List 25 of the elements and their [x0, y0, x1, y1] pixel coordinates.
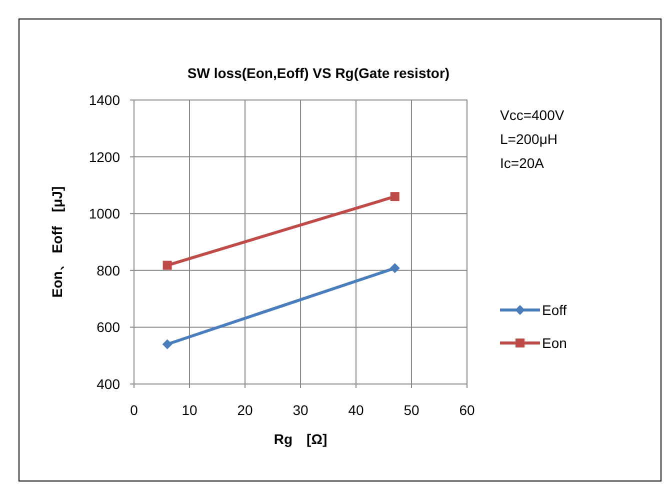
text: Vcc=400V [500, 107, 565, 123]
y-tick-label: 1200 [88, 148, 120, 165]
point [390, 192, 400, 202]
legend-label: Eoff [542, 302, 567, 318]
x-tick-label: 0 [130, 402, 138, 418]
y-tick-label: 1400 [88, 92, 120, 108]
x-tick-label: 60 [459, 402, 475, 418]
x-tick-label: 10 [182, 402, 198, 418]
x-tick-label: 50 [404, 402, 420, 418]
x-tick-label: 20 [237, 402, 253, 418]
y-tick-label: 1000 [88, 206, 120, 222]
legend-label: Eon [542, 335, 567, 351]
y-tick-label: 600 [96, 319, 120, 336]
y-tick-label: 400 [96, 376, 120, 392]
x-axis-title: Rg [Ω] [274, 431, 328, 447]
x-tick-label: 40 [348, 402, 364, 418]
point [162, 260, 172, 270]
x-tick-label: 30 [292, 402, 308, 418]
text: Ic=20A [500, 155, 545, 171]
chart-title: SW loss(Eon,Eoff) VS Rg(Gate resistor) [187, 65, 450, 81]
y-tick-label: 800 [96, 262, 120, 278]
text: L=200μH [500, 131, 558, 147]
point [162, 339, 172, 350]
point [390, 263, 400, 274]
y-axis-title: Eon、 Eoff [μJ] [49, 186, 65, 298]
